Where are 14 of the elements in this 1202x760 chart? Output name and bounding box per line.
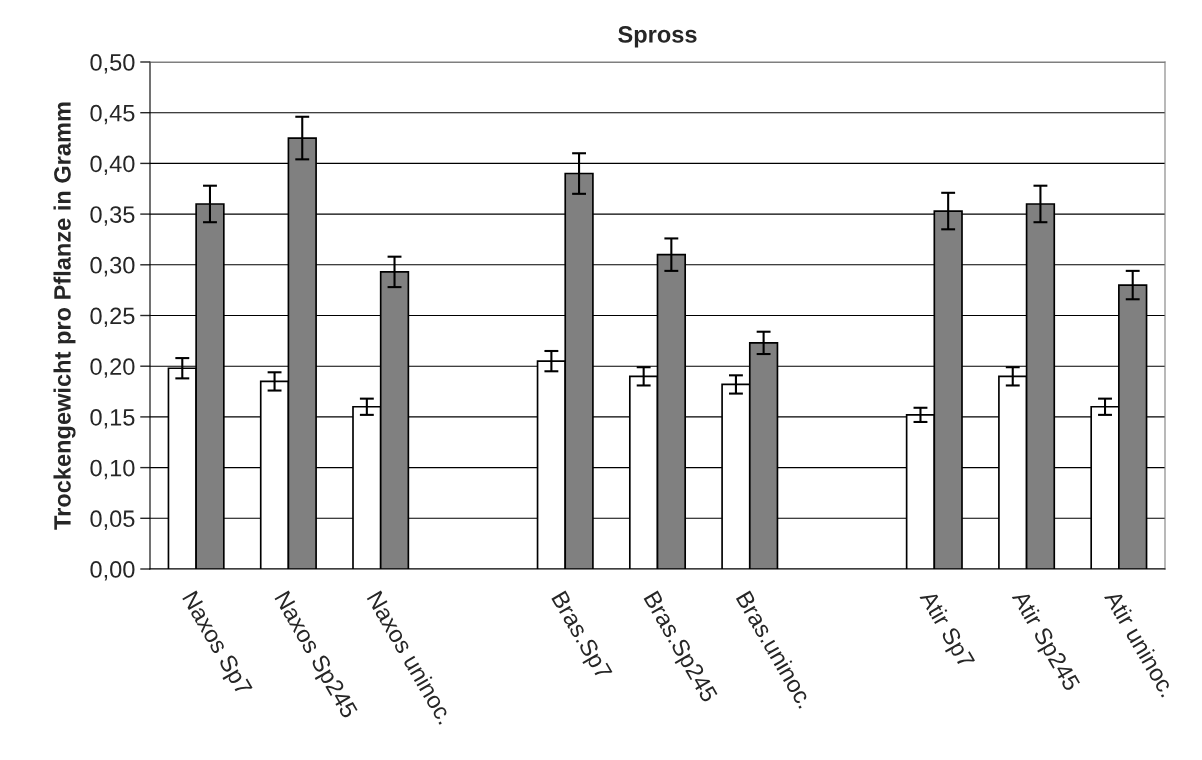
- y-tick-label: 0,30: [90, 256, 135, 277]
- y-tick-label: 0,10: [90, 459, 135, 480]
- y-tick-label: 0,20: [90, 358, 135, 378]
- y-tick-label: 0,25: [90, 307, 135, 328]
- chart-title: Spross: [618, 26, 697, 48]
- y-tick-label: 0,15: [90, 408, 135, 429]
- x-tick-label: Atir Sp7: [915, 588, 976, 672]
- y-tick-label: 0,50: [90, 54, 135, 74]
- y-tick-label: 0,00: [90, 561, 135, 581]
- y-tick-label: 0,40: [90, 155, 135, 175]
- y-tick-label: 0,35: [90, 206, 135, 226]
- y-tick-label: 0,45: [90, 104, 135, 125]
- y-axis-title: Trockengewicht pro Pflanze in Gramm: [53, 102, 76, 530]
- y-tick-label: 0,05: [90, 510, 135, 530]
